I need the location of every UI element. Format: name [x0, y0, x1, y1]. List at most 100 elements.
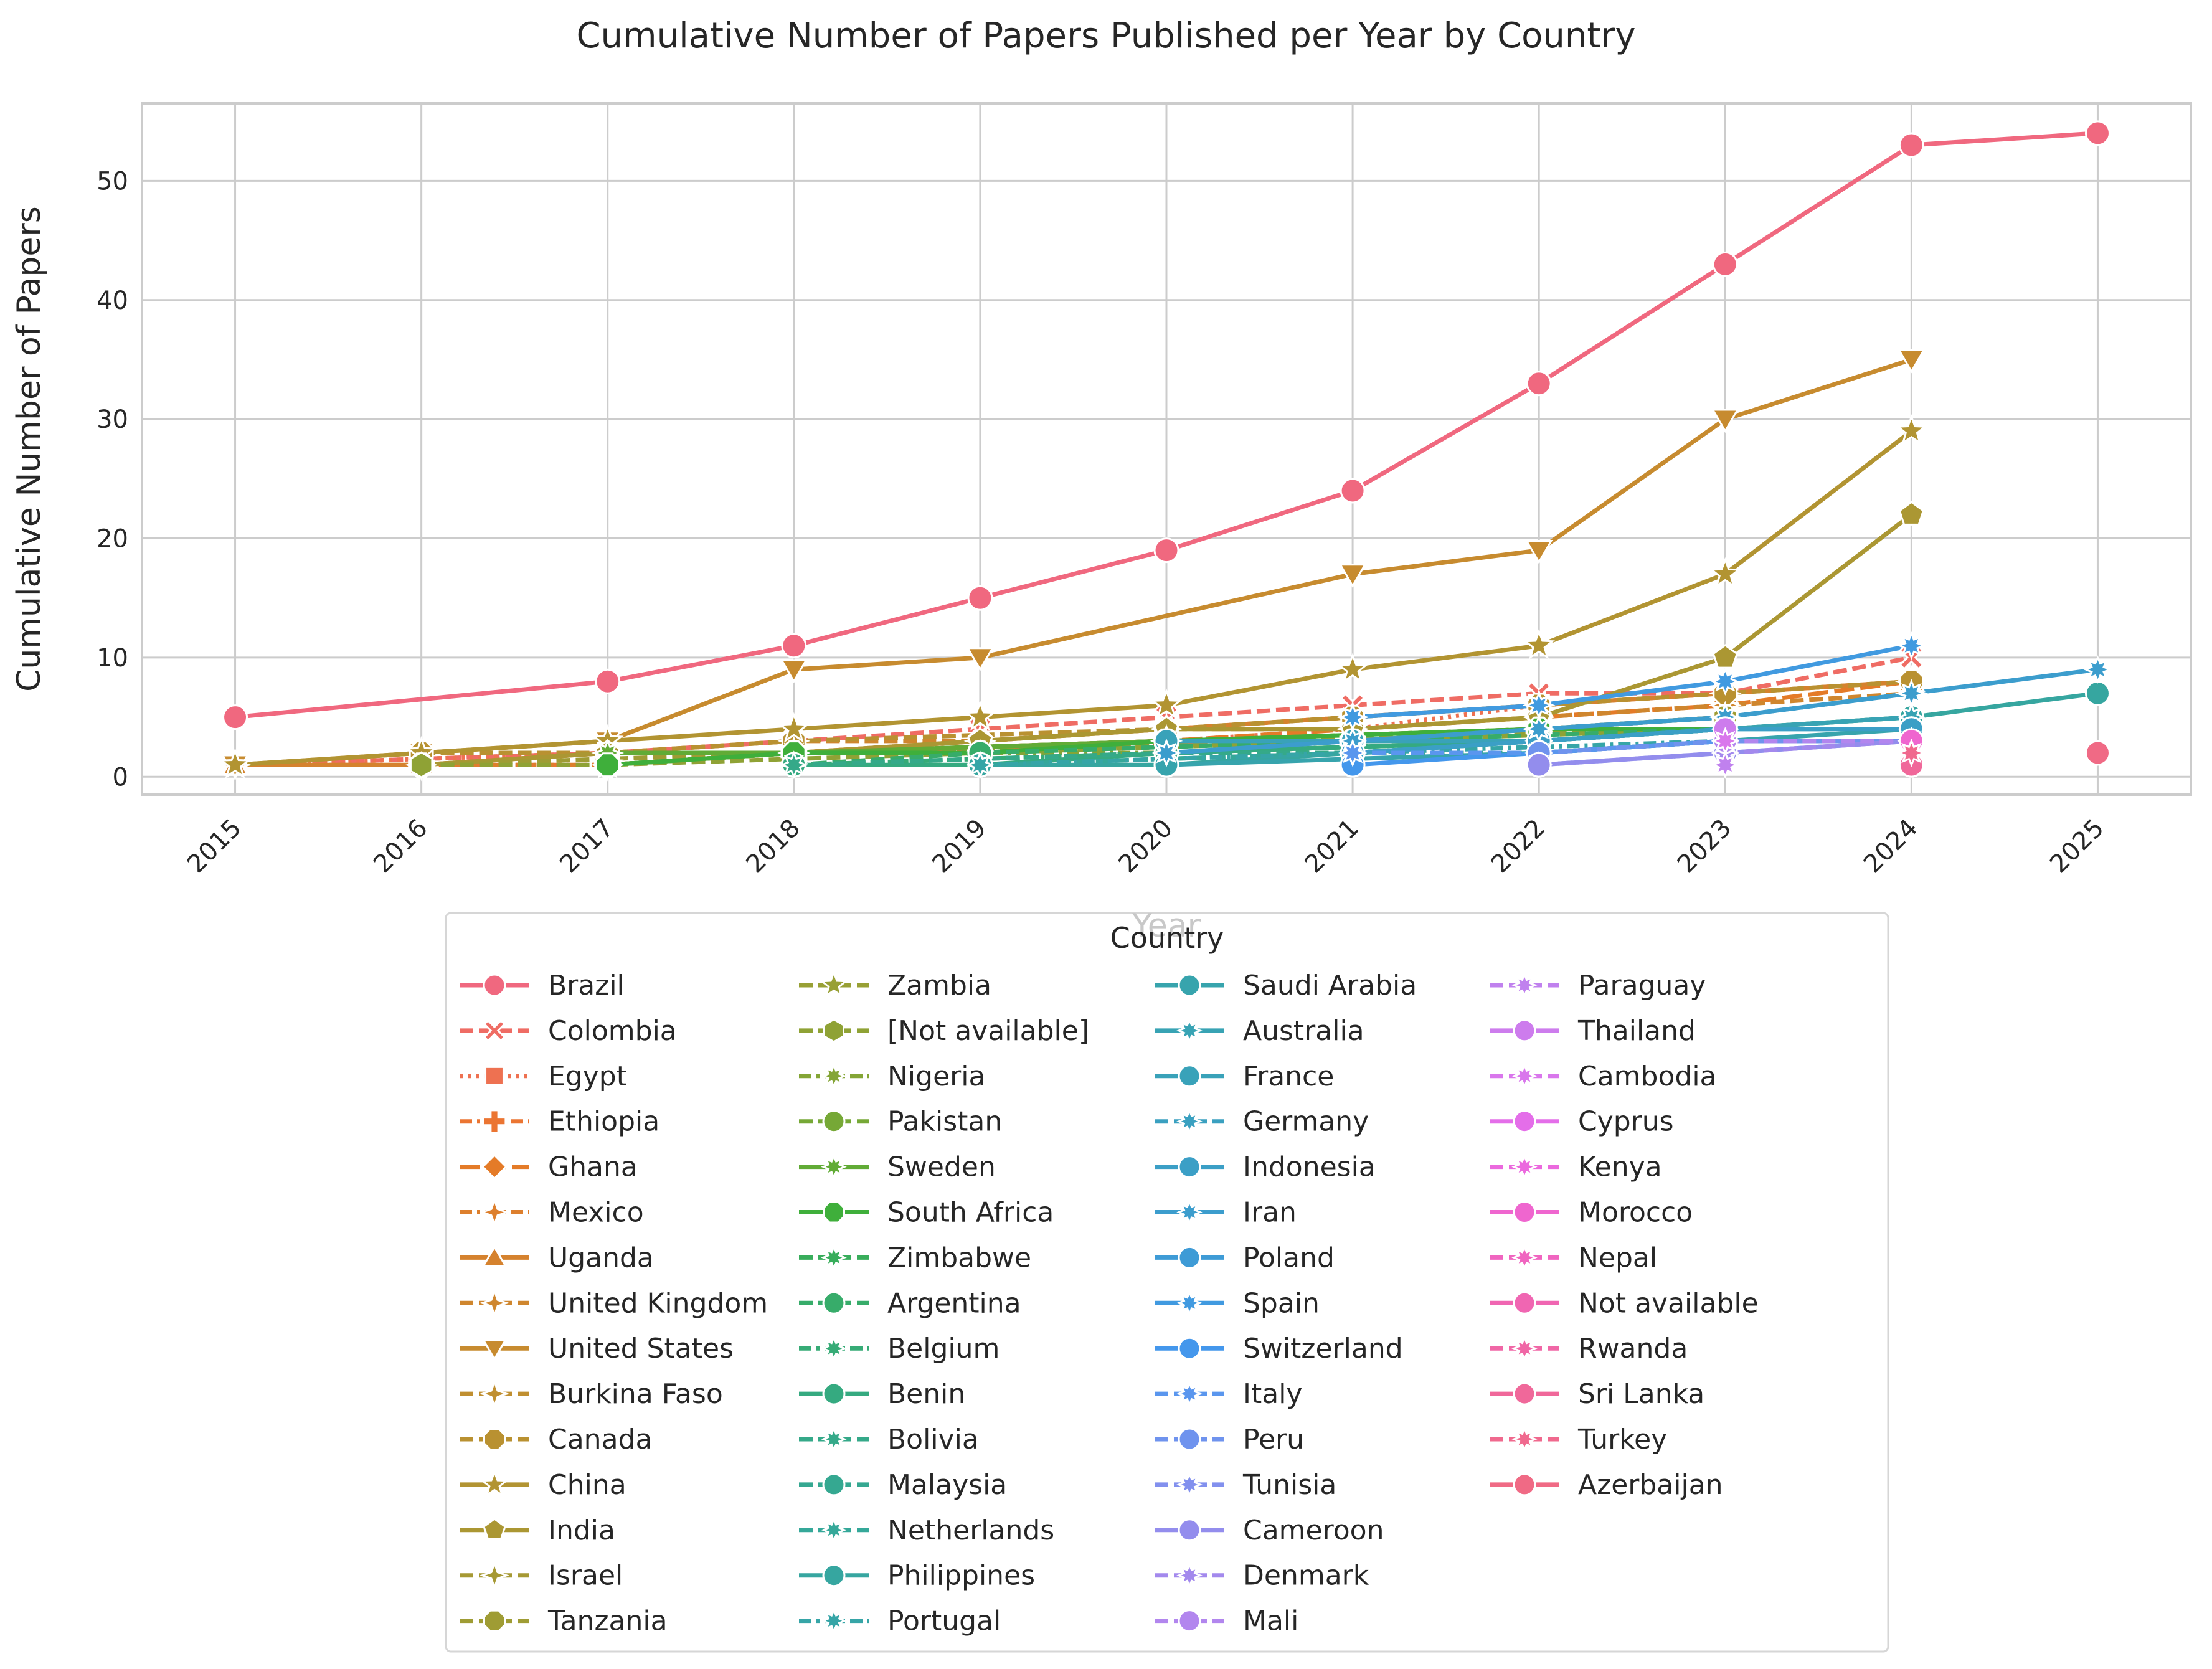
legend-label: China [548, 1469, 626, 1501]
legend-item: Uganda [460, 1242, 654, 1274]
data-point-united-states [1711, 409, 1739, 433]
legend-marker [1176, 1472, 1203, 1498]
legend-marker [1178, 1336, 1201, 1360]
y-axis-ticks: 0 10 20 30 40 50 [97, 167, 128, 792]
legend-item: Ghana [460, 1151, 638, 1183]
legend-item: Nepal [1490, 1242, 1657, 1274]
data-point-italy [1338, 739, 1367, 767]
legend-label: Netherlands [887, 1515, 1054, 1546]
series-line-iran [1166, 667, 2098, 755]
legend-label: Not available [1578, 1287, 1759, 1319]
legend-marker [1176, 1381, 1203, 1407]
legend-marker [483, 1019, 506, 1043]
legend-label: Rwanda [1578, 1333, 1688, 1364]
legend-marker [1513, 1019, 1536, 1043]
legend-item: South Africa [799, 1197, 1054, 1229]
legend-item: Cambodia [1490, 1061, 1717, 1092]
legend-marker [821, 1516, 847, 1543]
legend-label: Turkey [1577, 1424, 1667, 1455]
legend-item: Iran [1155, 1197, 1297, 1229]
legend-title: Country [1110, 921, 1224, 955]
data-point-iran [1524, 714, 1554, 744]
legend-label: Peru [1243, 1424, 1304, 1455]
legend-marker [1513, 1473, 1536, 1496]
legend: Year Country Brazil Colombia Egypt Ethiopia… [445, 907, 1889, 1653]
legend-marker [483, 973, 506, 997]
series-line-indonesia [1352, 727, 1912, 755]
legend-item: Indonesia [1155, 1151, 1376, 1183]
legend-item: Brazil [460, 970, 625, 1001]
legend-label: Azerbaijan [1578, 1469, 1723, 1501]
legend-item: Malaysia [799, 1469, 1007, 1501]
legend-label: India [548, 1515, 615, 1546]
legend-label: South Africa [887, 1197, 1054, 1229]
legend-label: Colombia [548, 1015, 677, 1047]
legend-item: Australia [1155, 1015, 1364, 1047]
data-point-china [1150, 688, 1183, 719]
data-point-paraguay [1711, 750, 1740, 780]
legend-item: Benin [799, 1378, 965, 1410]
legend-label: Tanzania [547, 1605, 668, 1637]
legend-label: Ethiopia [548, 1106, 659, 1138]
legend-label: Nepal [1578, 1242, 1657, 1274]
data-point-portugal [966, 750, 995, 780]
gridlines [142, 103, 2191, 795]
legend-label: Malaysia [887, 1469, 1007, 1501]
series-line-spain [1352, 643, 1912, 720]
data-point-china [219, 748, 252, 779]
legend-label: Spain [1243, 1287, 1320, 1319]
data-point-brazil [1153, 537, 1179, 564]
series-line-china [235, 429, 1913, 767]
legend-label: Sweden [887, 1151, 996, 1183]
x-tick-label: 2024 [1858, 814, 1924, 879]
legend-marker [482, 1109, 507, 1133]
legend-item: Thailand [1490, 1015, 1696, 1047]
x-tick-label: 2019 [927, 814, 992, 879]
legend-marker [1176, 1199, 1203, 1226]
legend-marker [819, 970, 849, 998]
legend-item: Switzerland [1155, 1333, 1403, 1364]
legend-marker [479, 1560, 510, 1591]
legend-marker [1178, 1427, 1201, 1451]
legend-item: Canada [460, 1424, 652, 1455]
legend-label: Paraguay [1578, 970, 1706, 1001]
y-tick-label: 10 [97, 644, 128, 673]
legend-label: Brazil [548, 970, 625, 1001]
data-point-india [1898, 501, 1925, 526]
legend-marker [821, 1153, 847, 1180]
x-tick-label: 2025 [2044, 814, 2110, 879]
plot-area: 0 10 20 30 40 50 2015 2016 2017 2018 2019 2020 2021… [97, 102, 2192, 879]
data-point-not-available [409, 751, 433, 778]
legend-marker [479, 1378, 510, 1409]
legend-label: Zimbabwe [887, 1242, 1031, 1274]
legend-item: Kenya [1490, 1151, 1662, 1183]
y-axis-label: Cumulative Number of Papers [11, 206, 48, 692]
legend-item: Tanzania [460, 1605, 668, 1637]
legend-marker [822, 1291, 846, 1315]
legend-label: Tunisia [1242, 1469, 1336, 1501]
legend-label: Cameroon [1243, 1515, 1384, 1546]
y-tick-label: 20 [97, 525, 128, 554]
legend-item: Colombia [460, 1015, 677, 1047]
x-tick-label: 2021 [1300, 814, 1365, 879]
legend-marker [821, 1607, 847, 1634]
legend-marker [1178, 1609, 1201, 1633]
legend-item: Burkina Faso [460, 1378, 723, 1410]
legend-item: Poland [1155, 1242, 1335, 1274]
legend-item: Ethiopia [460, 1106, 659, 1138]
legend-marker [481, 1153, 508, 1180]
legend-label: Italy [1243, 1378, 1302, 1410]
x-tick-label: 2023 [1672, 814, 1737, 879]
legend-item: Rwanda [1490, 1333, 1688, 1364]
legend-marker [480, 1469, 509, 1497]
legend-item: Spain [1155, 1287, 1320, 1319]
series-line-portugal [980, 739, 1726, 767]
legend-label: Belgium [887, 1333, 1000, 1364]
legend-item: Zambia [799, 970, 991, 1001]
legend-marker [483, 1609, 506, 1632]
legend-label: Bolivia [887, 1424, 979, 1455]
y-tick-label: 30 [97, 405, 128, 434]
legend-marker [822, 1564, 846, 1587]
legend-marker [1513, 1110, 1536, 1133]
legend-marker [1511, 1153, 1538, 1180]
